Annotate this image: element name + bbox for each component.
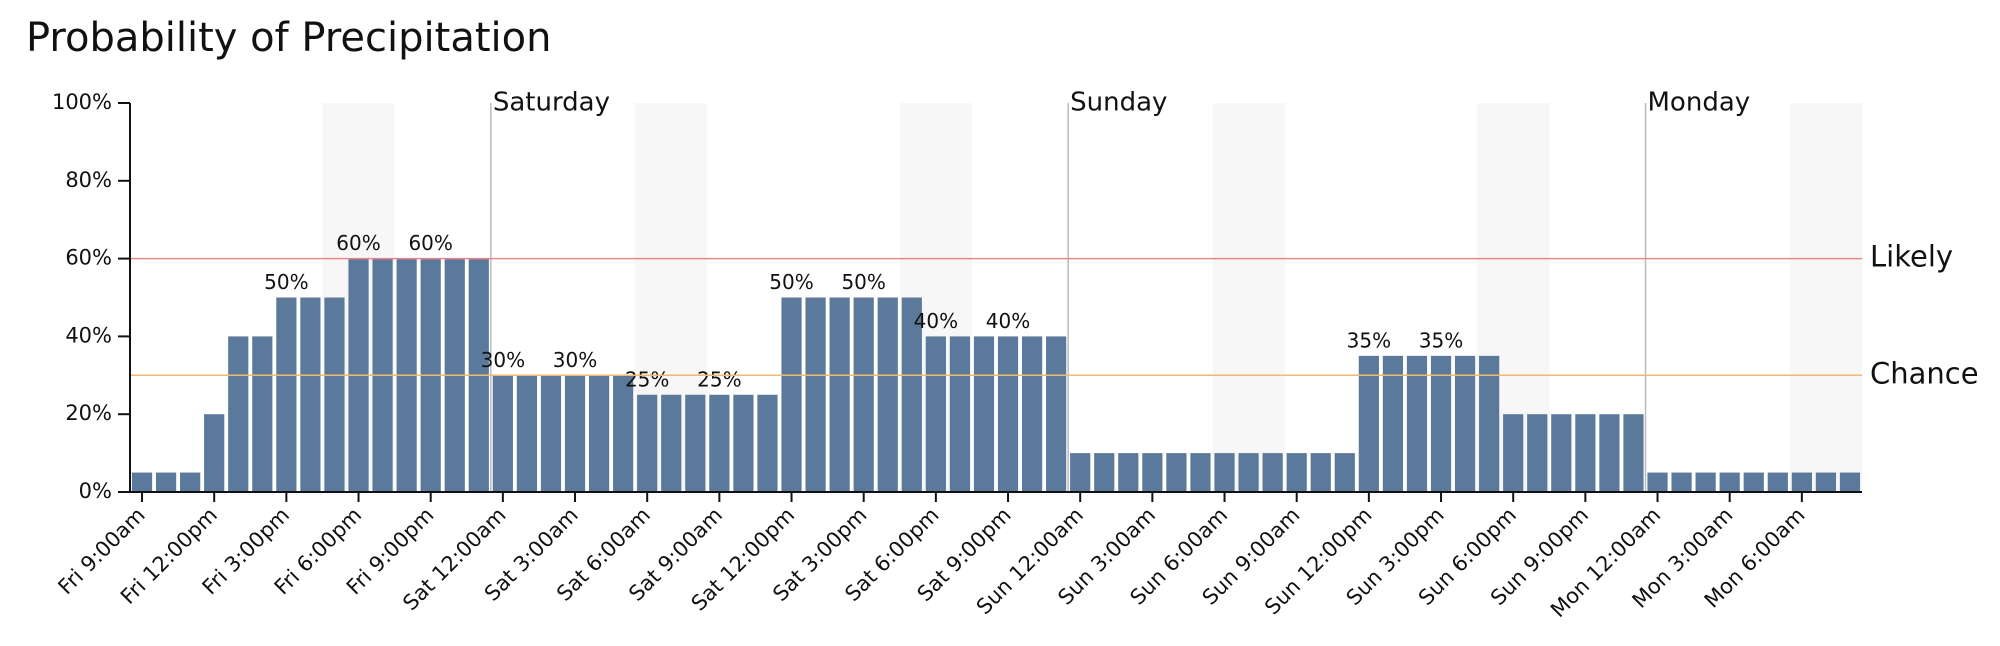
bar bbox=[1166, 453, 1187, 492]
bar bbox=[1214, 453, 1235, 492]
value-label: 60% bbox=[336, 231, 380, 255]
threshold-label: Chance bbox=[1870, 356, 1979, 390]
bar bbox=[1118, 453, 1139, 492]
bar bbox=[228, 336, 249, 492]
bar bbox=[973, 336, 995, 492]
bar bbox=[1021, 336, 1043, 492]
bar bbox=[1358, 355, 1379, 492]
value-label: 50% bbox=[769, 270, 813, 294]
bar bbox=[733, 394, 754, 492]
bar bbox=[1695, 472, 1716, 492]
bar bbox=[901, 297, 922, 492]
value-label: 60% bbox=[408, 231, 452, 255]
bar bbox=[492, 375, 513, 492]
bar bbox=[1334, 453, 1355, 492]
bar bbox=[805, 297, 826, 492]
bar bbox=[1743, 472, 1764, 492]
bar bbox=[1671, 472, 1692, 492]
value-label: 40% bbox=[986, 309, 1030, 333]
bar bbox=[1190, 453, 1211, 492]
bar bbox=[204, 414, 225, 492]
shade-band bbox=[1212, 103, 1285, 492]
bar bbox=[300, 297, 321, 492]
bar bbox=[1839, 472, 1861, 492]
bar bbox=[925, 336, 946, 492]
day-label: Monday bbox=[1648, 88, 1751, 118]
value-label: 35% bbox=[1347, 328, 1391, 352]
bar bbox=[1070, 453, 1091, 492]
bar bbox=[1310, 453, 1331, 492]
bar bbox=[949, 336, 971, 492]
bar bbox=[997, 336, 1019, 492]
bar bbox=[1046, 336, 1067, 492]
bar bbox=[637, 394, 658, 492]
value-label: 30% bbox=[481, 348, 525, 372]
bar bbox=[1142, 453, 1163, 492]
y-tick-label: 100% bbox=[52, 90, 112, 114]
bar bbox=[853, 297, 874, 492]
bar bbox=[1791, 472, 1812, 492]
value-label: 40% bbox=[914, 309, 958, 333]
y-tick-label: 20% bbox=[65, 401, 112, 425]
chart-title: Probability of Precipitation bbox=[26, 15, 551, 61]
bar bbox=[709, 394, 730, 492]
bar bbox=[685, 394, 706, 492]
bar bbox=[155, 472, 177, 492]
bar bbox=[1262, 453, 1283, 492]
bar bbox=[1767, 472, 1788, 492]
bar bbox=[1406, 355, 1428, 492]
bar bbox=[1238, 453, 1259, 492]
bar bbox=[324, 297, 345, 492]
bar bbox=[1454, 355, 1476, 492]
bar bbox=[540, 375, 562, 492]
bar bbox=[180, 472, 201, 492]
value-label: 25% bbox=[697, 367, 741, 391]
bar bbox=[661, 394, 682, 492]
bar bbox=[877, 297, 898, 492]
bar bbox=[1479, 355, 1500, 492]
bar bbox=[781, 297, 802, 492]
bar bbox=[613, 375, 634, 492]
day-label: Sunday bbox=[1070, 88, 1167, 118]
bar bbox=[1719, 472, 1740, 492]
value-label: 25% bbox=[625, 367, 669, 391]
bar bbox=[1094, 453, 1115, 492]
bar bbox=[1527, 414, 1548, 492]
bar bbox=[1503, 414, 1524, 492]
bar bbox=[588, 375, 610, 492]
bar bbox=[1382, 355, 1404, 492]
threshold-label: Likely bbox=[1870, 240, 1953, 274]
day-label: Saturday bbox=[493, 88, 610, 118]
bar bbox=[131, 472, 153, 492]
bar bbox=[1623, 414, 1644, 492]
bar bbox=[1430, 355, 1452, 492]
y-tick-label: 80% bbox=[65, 168, 112, 192]
y-tick-label: 0% bbox=[79, 479, 112, 503]
y-tick-label: 40% bbox=[65, 323, 112, 347]
bar bbox=[829, 297, 850, 492]
bar bbox=[252, 336, 273, 492]
bar bbox=[1286, 453, 1307, 492]
bar bbox=[1551, 414, 1572, 492]
bar bbox=[1647, 472, 1668, 492]
bar bbox=[564, 375, 586, 492]
y-tick-label: 60% bbox=[65, 246, 112, 270]
shade-band bbox=[1789, 103, 1862, 492]
bar bbox=[516, 375, 538, 492]
bar bbox=[1575, 414, 1596, 492]
bar bbox=[757, 394, 778, 492]
bar bbox=[1599, 414, 1620, 492]
value-label: 30% bbox=[553, 348, 597, 372]
value-label: 50% bbox=[841, 270, 885, 294]
bar bbox=[1815, 472, 1837, 492]
bar bbox=[276, 297, 297, 492]
value-label: 50% bbox=[264, 270, 308, 294]
value-label: 35% bbox=[1419, 328, 1463, 352]
